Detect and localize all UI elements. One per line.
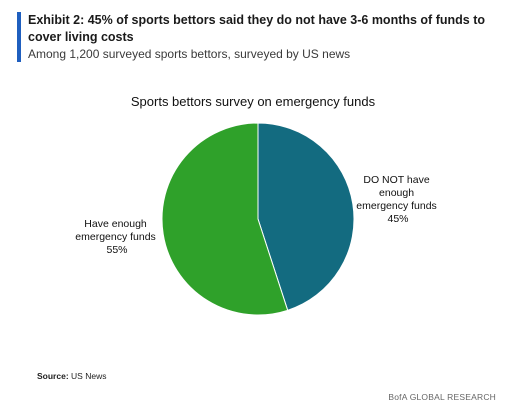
slice-label-have-line-1: Have enough bbox=[84, 218, 147, 230]
slice-label-not-have-line-2: enough bbox=[379, 187, 414, 199]
brand-label: BofA GLOBAL RESEARCH bbox=[388, 392, 496, 402]
slice-label-have: Have enough emergency funds 55% bbox=[75, 218, 158, 256]
slice-label-not-have: DO NOT have enough emergency funds 45% bbox=[356, 174, 439, 225]
source-label: Source: bbox=[37, 371, 69, 381]
exhibit-header: Exhibit 2: 45% of sports bettors said th… bbox=[17, 12, 502, 62]
pie-slice-not-have bbox=[257, 122, 355, 311]
exhibit-title: Exhibit 2: 45% of sports bettors said th… bbox=[28, 13, 485, 44]
slice-label-have-line-2: emergency funds bbox=[75, 231, 156, 243]
source-value: US News bbox=[71, 371, 107, 381]
pie-slice-have bbox=[161, 122, 289, 316]
chart-title: Sports bettors survey on emergency funds bbox=[131, 94, 376, 109]
slice-label-not-have-line-3: emergency funds bbox=[356, 200, 437, 212]
exhibit-subtitle: Among 1,200 surveyed sports bettors, sur… bbox=[28, 47, 351, 61]
slice-label-not-have-line-1: DO NOT have bbox=[363, 174, 429, 186]
slice-label-not-have-value: 45% bbox=[387, 213, 408, 225]
source-note: Source: US News bbox=[37, 371, 106, 381]
slice-label-have-value: 55% bbox=[106, 244, 127, 256]
pie-slices bbox=[161, 122, 355, 316]
